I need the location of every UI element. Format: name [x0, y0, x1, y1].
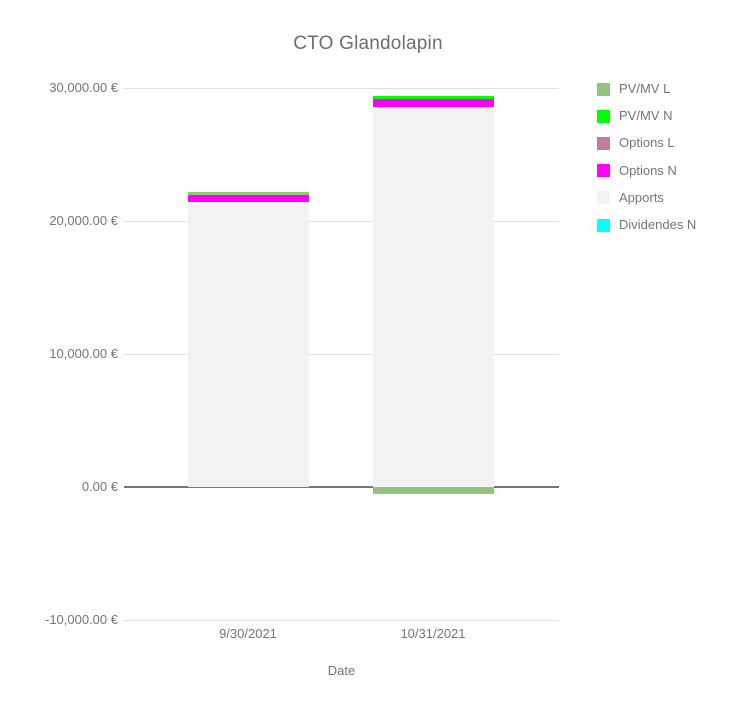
legend-item-pv-mv-l: PV/MV L [597, 82, 670, 96]
legend-swatch-dividendes-n [597, 218, 610, 232]
x-axis-tick-label: 9/30/2021 [219, 626, 277, 641]
legend-item-pv-mv-n: PV/MV N [597, 109, 672, 123]
legend-swatch-pv-mv-l [597, 82, 610, 96]
legend-item-dividendes-n: Dividendes N [597, 218, 696, 232]
legend-swatch-options-l [597, 136, 610, 150]
bar-segment-apports[interactable] [187, 202, 309, 487]
y-axis-tick-label: 30,000.00 € [49, 80, 118, 95]
legend-item-options-n: Options N [597, 162, 677, 178]
y-axis-tick-label: 10,000.00 € [49, 346, 118, 361]
y-axis-tick-label: 20,000.00 € [49, 213, 118, 228]
legend-label: PV/MV L [619, 81, 671, 96]
bar-segment-options-n[interactable] [372, 99, 494, 107]
bar-segment-pv-mv-l[interactable] [372, 487, 494, 495]
gridline [124, 619, 559, 621]
chart-title: CTO Glandolapin [293, 33, 443, 54]
legend-label: Options L [619, 135, 675, 151]
legend-label: PV/MV N [619, 108, 673, 124]
legend-label: Dividendes N [619, 217, 697, 232]
y-axis-tick-label: -10,000.00 € [44, 612, 118, 627]
gridline [124, 220, 559, 222]
legend-swatch-pv-mv-n [597, 109, 610, 123]
legend-label: Options N [619, 162, 677, 178]
y-axis-tick-label: 0.00 € [81, 479, 118, 494]
legend-item-apports: Apports [597, 189, 664, 205]
bar-segment-options-n[interactable] [187, 195, 309, 203]
bar-segment-pv-mv-n[interactable] [372, 95, 494, 100]
legend-swatch-options-n [597, 164, 610, 178]
bar-segment-pv-mv-l[interactable] [187, 192, 309, 196]
legend-item-options-l: Options L [597, 136, 675, 150]
zero-baseline [124, 486, 559, 488]
gridline [124, 353, 559, 355]
legend-swatch-apports [597, 191, 610, 205]
gridline [124, 87, 559, 89]
x-axis-title: Date [327, 663, 356, 678]
bar-segment-apports[interactable] [372, 106, 494, 487]
legend-label: Apports [619, 189, 664, 205]
x-axis-tick-label: 10/31/2021 [400, 626, 466, 641]
